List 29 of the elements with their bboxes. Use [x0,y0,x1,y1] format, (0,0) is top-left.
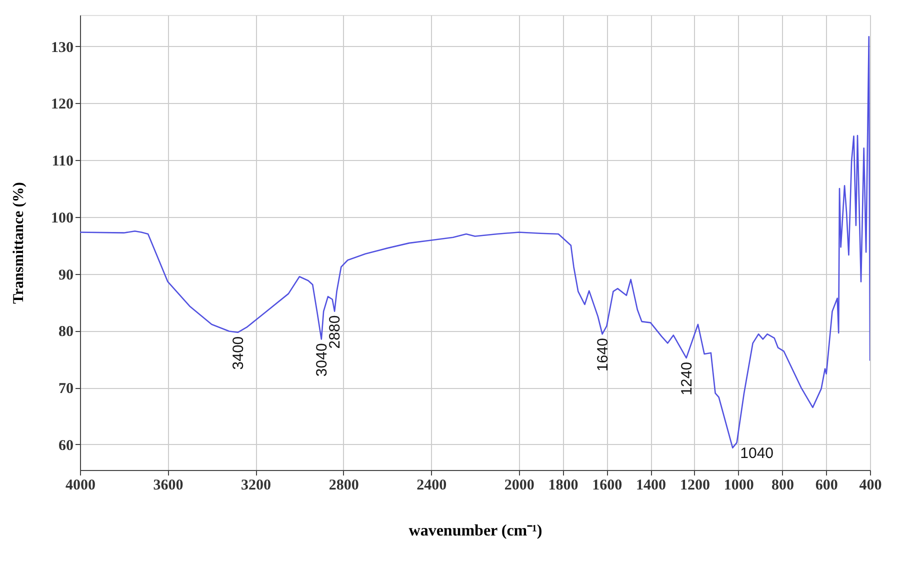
x-tick-label: 2400 [416,478,447,494]
x-tick-label: 3200 [241,478,272,494]
annotation: 1240 [678,362,696,396]
x-tick-label: 2000 [504,478,534,494]
y-tick-label: 120 [51,96,74,113]
y-tick-label: 130 [51,40,74,56]
x-tick-label: 600 [815,478,838,494]
x-tick-label: 1200 [680,478,710,494]
annotation: 1040 [740,444,774,462]
y-tick-label: 60 [58,438,74,454]
y-tick-label: 90 [58,267,74,284]
x-tick-label: 1600 [592,478,622,494]
x-tick-label: 400 [859,478,882,494]
x-tick-label: 2800 [328,478,359,494]
x-tick-label: 3600 [153,478,184,494]
y-tick-label: 110 [52,154,74,170]
y-axis-title: Transmittance (%) [11,182,27,304]
x-tick-label: 4000 [66,478,96,494]
y-tick-label: 70 [58,381,74,398]
x-axis-title: wavenumber (cm⁻¹) [408,522,542,540]
annotation: 1640 [594,338,612,372]
x-tick-label: 1400 [636,478,666,494]
x-tick-label: 800 [771,478,794,494]
y-tick-label: 100 [51,210,74,226]
x-tick-label: 1800 [548,478,578,494]
x-tick-label: 1000 [724,478,754,494]
annotation: 3400 [230,336,247,370]
line-series [80,36,870,448]
y-tick-label: 80 [58,324,74,340]
